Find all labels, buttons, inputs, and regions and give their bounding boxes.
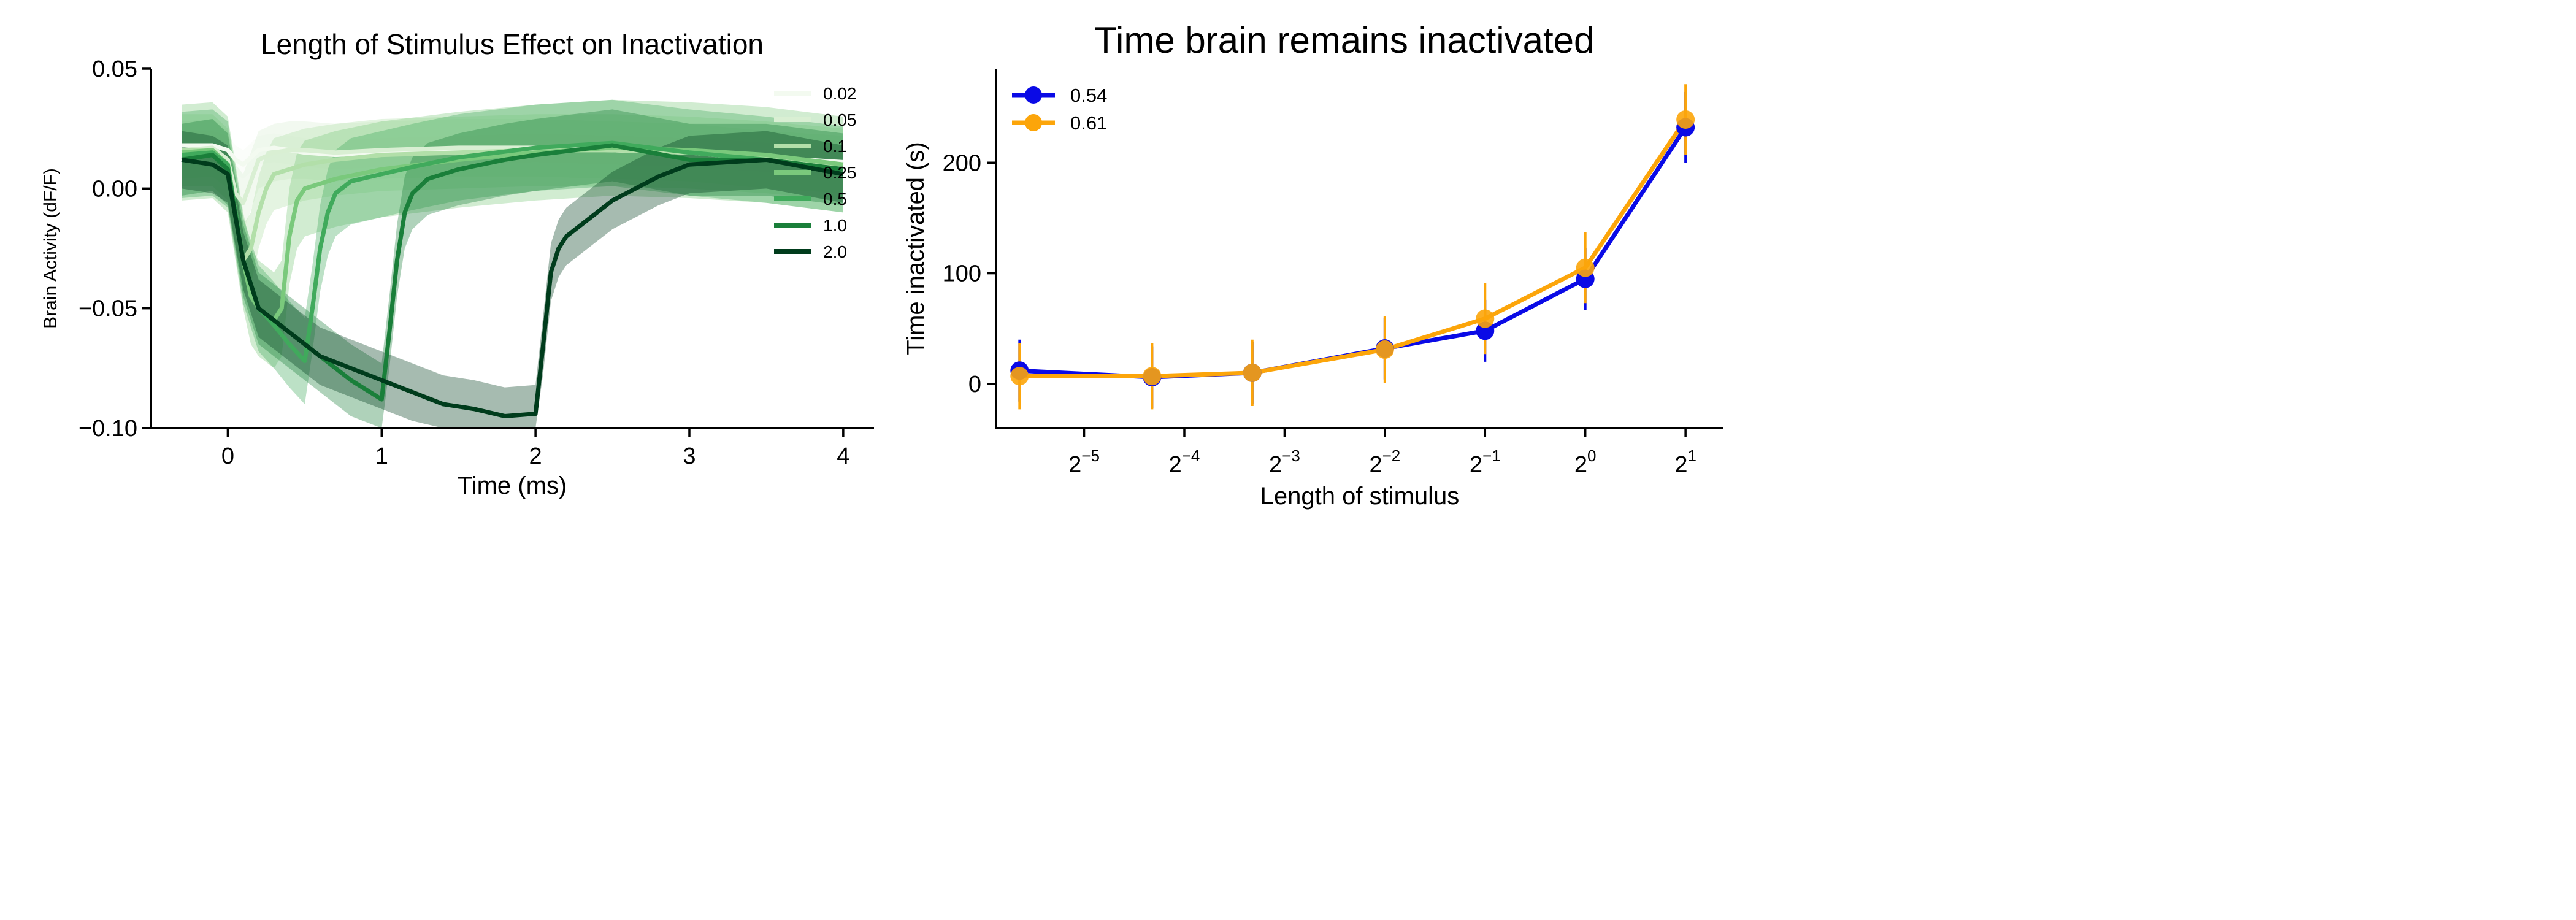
chart2-point-0.61 (1476, 309, 1495, 328)
chart2-y-ticks: 0 100 200 (943, 150, 996, 397)
chart1-y-axis-label: Brain Activity (dF/F) (40, 168, 61, 329)
chart2-point-0.61 (1243, 363, 1262, 382)
chart2-y-tick-label: 0 (968, 372, 981, 397)
chart2-legend-label-0.61: 0.61 (1070, 112, 1107, 134)
chart2-points (1010, 110, 1695, 387)
chart1-legend-label-0.1: 0.1 (823, 137, 847, 156)
chart1-y-tick-label: 0.05 (92, 56, 137, 82)
chart1-title: Length of Stimulus Effect on Inactivatio… (261, 28, 764, 60)
chart2-x-tick-label: 2−1 (1470, 447, 1501, 478)
chart1-legend-label-0.25: 0.25 (823, 163, 857, 182)
chart2-point-0.61 (1375, 340, 1394, 359)
chart2-point-0.61 (1143, 367, 1162, 386)
chart1-legend-label-2.0: 2.0 (823, 242, 847, 261)
chart1-legend-label-0.05: 0.05 (823, 110, 857, 129)
chart2-legend-marker-0.54 (1025, 86, 1042, 104)
chart1-x-tick-label: 2 (529, 443, 542, 469)
chart1-series-lines (181, 140, 844, 418)
chart1-band-1.0 (182, 109, 843, 428)
chart2-point-0.61 (1576, 258, 1595, 277)
chart1-y-tick-label: −0.10 (79, 416, 137, 442)
chart1-legend: 0.02 0.05 0.1 0.25 0.5 1.0 2.0 (774, 84, 857, 261)
chart2-y-tick-label: 200 (943, 150, 981, 176)
chart1-y-ticks: −0.10 −0.05 0.00 0.05 (79, 56, 151, 442)
chart2-x-axis-label: Length of stimulus (1260, 483, 1460, 510)
chart2-x-tick-label: 2−2 (1369, 447, 1400, 478)
chart2-legend-label-0.54: 0.54 (1070, 85, 1107, 106)
chart2-x-tick-label: 2−4 (1169, 447, 1200, 478)
chart1-legend-label-0.5: 0.5 (823, 190, 847, 209)
chart1-band-2.0 (182, 131, 843, 428)
chart1-x-axis-label: Time (ms) (458, 472, 567, 499)
chart2-legend-marker-0.61 (1025, 114, 1042, 131)
chart2-point-0.61 (1676, 110, 1695, 129)
chart2-legend: 0.54 0.61 (1012, 85, 1107, 134)
chart2-y-tick-label: 100 (943, 261, 981, 287)
inactivation-time-chart: Time brain remains inactivated 2−5 2−4 2−3… (902, 20, 1723, 510)
chart1-x-tick-label: 1 (375, 443, 388, 469)
chart1-line-2.0 (181, 157, 844, 418)
chart2-point-0.61 (1010, 367, 1029, 386)
stimulus-effect-chart: Length of Stimulus Effect on Inactivatio… (40, 28, 874, 499)
chart1-x-tick-label: 3 (683, 443, 696, 469)
chart2-title: Time brain remains inactivated (1095, 20, 1595, 61)
chart1-legend-label-1.0: 1.0 (823, 216, 847, 235)
chart2-x-tick-label: 20 (1574, 447, 1597, 478)
chart2-x-tick-label: 2−5 (1068, 447, 1100, 478)
chart1-x-ticks: 0 1 2 3 4 (221, 428, 849, 469)
chart2-x-tick-label: 2−3 (1269, 447, 1300, 478)
chart1-y-tick-label: 0.00 (92, 176, 137, 202)
chart2-x-tick-label: 21 (1674, 447, 1696, 478)
chart2-y-axis-label: Time inactivated (s) (902, 142, 929, 355)
chart1-band-0.05 (182, 119, 843, 232)
chart1-y-tick-label: −0.05 (79, 296, 137, 322)
chart2-x-ticks: 2−5 2−4 2−3 2−2 2−1 20 21 (1068, 428, 1696, 478)
chart1-x-tick-label: 0 (221, 443, 234, 469)
chart1-x-tick-label: 4 (837, 443, 849, 469)
chart1-legend-label-0.02: 0.02 (823, 84, 857, 103)
